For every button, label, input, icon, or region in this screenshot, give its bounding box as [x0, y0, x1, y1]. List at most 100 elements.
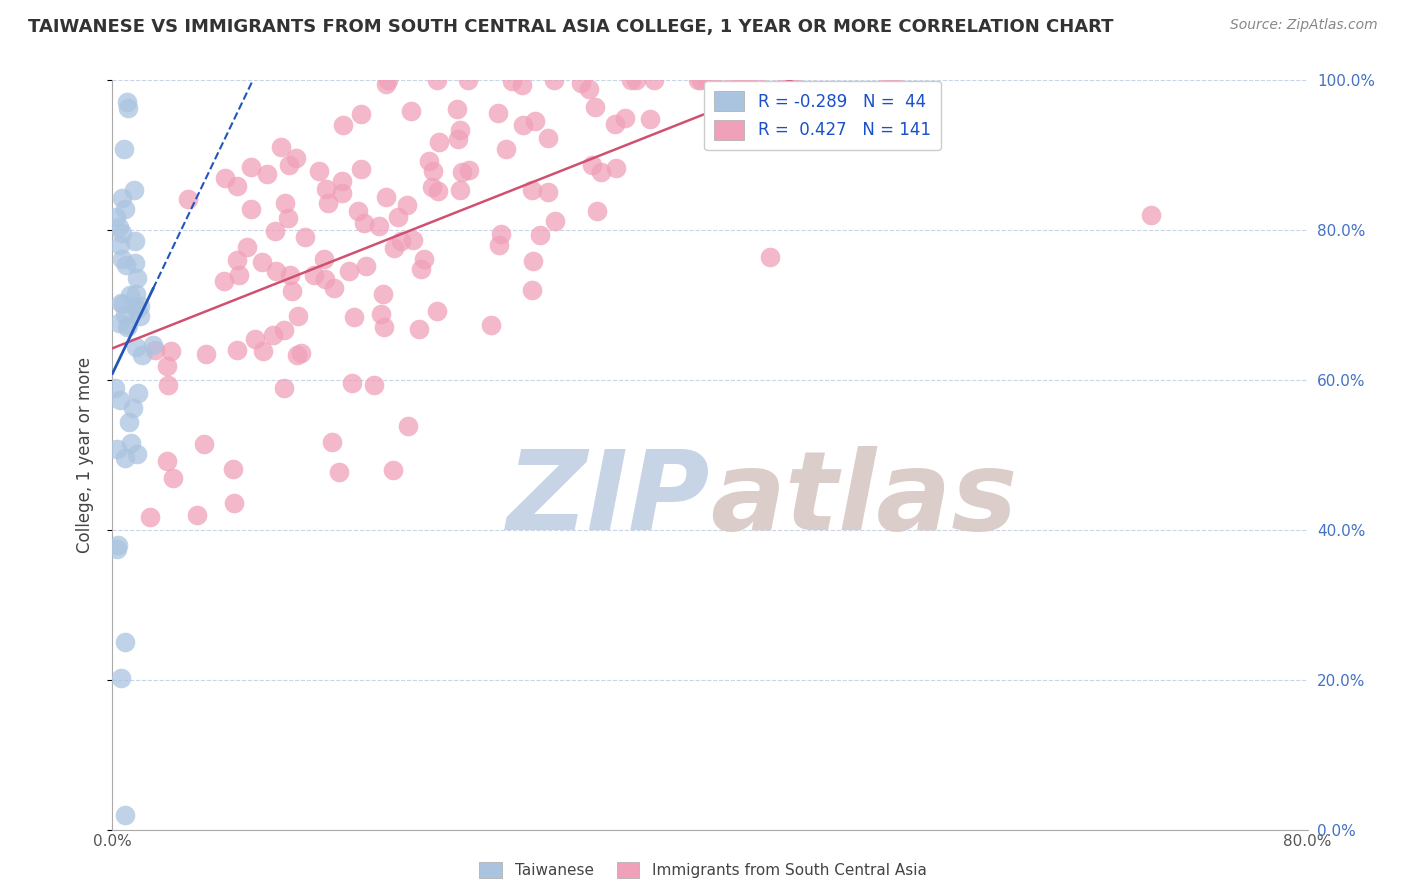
- Point: [316, 196, 339, 211]
- Point: [332, 119, 354, 133]
- Point: [264, 224, 287, 238]
- Point: [120, 435, 142, 450]
- Point: [108, 220, 131, 235]
- Point: [125, 340, 148, 354]
- Text: ZIP: ZIP: [506, 446, 710, 553]
- Point: [522, 183, 544, 197]
- Point: [489, 227, 512, 241]
- Point: [277, 211, 299, 226]
- Point: [273, 323, 295, 337]
- Point: [411, 261, 433, 276]
- Point: [759, 250, 782, 264]
- Point: [142, 338, 165, 352]
- Point: [449, 183, 471, 197]
- Point: [111, 297, 134, 311]
- Point: [728, 73, 751, 87]
- Point: [408, 322, 430, 336]
- Point: [225, 253, 247, 268]
- Point: [523, 114, 546, 128]
- Point: [273, 381, 295, 395]
- Point: [270, 140, 292, 154]
- Point: [418, 153, 440, 168]
- Point: [583, 100, 606, 114]
- Point: [114, 202, 136, 217]
- Point: [377, 73, 399, 87]
- Y-axis label: College, 1 year or more: College, 1 year or more: [76, 357, 94, 553]
- Point: [446, 102, 468, 116]
- Point: [278, 158, 301, 172]
- Point: [114, 451, 136, 466]
- Point: [114, 635, 136, 649]
- Point: [522, 254, 544, 268]
- Point: [544, 213, 567, 227]
- Point: [117, 318, 139, 332]
- Point: [240, 161, 263, 175]
- Point: [114, 807, 136, 822]
- Point: [193, 436, 215, 450]
- Point: [486, 106, 509, 120]
- Point: [256, 167, 278, 181]
- Point: [697, 73, 720, 87]
- Point: [387, 210, 409, 224]
- Point: [785, 102, 807, 116]
- Point: [139, 509, 162, 524]
- Point: [585, 204, 607, 219]
- Point: [382, 240, 405, 254]
- Point: [108, 392, 131, 407]
- Point: [626, 73, 648, 87]
- Point: [589, 165, 612, 179]
- Point: [125, 302, 148, 317]
- Point: [374, 190, 396, 204]
- Point: [479, 318, 502, 332]
- Point: [156, 359, 179, 373]
- Point: [110, 671, 132, 685]
- Point: [117, 319, 139, 334]
- Point: [447, 132, 470, 146]
- Point: [337, 264, 360, 278]
- Point: [745, 73, 768, 87]
- Point: [427, 185, 450, 199]
- Point: [520, 283, 543, 297]
- Point: [323, 281, 346, 295]
- Point: [426, 73, 449, 87]
- Point: [543, 73, 565, 87]
- Point: [312, 252, 335, 266]
- Point: [321, 434, 343, 449]
- Point: [156, 378, 179, 392]
- Point: [420, 179, 443, 194]
- Point: [537, 185, 560, 199]
- Point: [125, 287, 148, 301]
- Point: [214, 170, 236, 185]
- Point: [451, 164, 474, 178]
- Point: [294, 229, 316, 244]
- Point: [124, 300, 146, 314]
- Point: [571, 77, 593, 91]
- Text: TAIWANESE VS IMMIGRANTS FROM SOUTH CENTRAL ASIA COLLEGE, 1 YEAR OR MORE CORRELAT: TAIWANESE VS IMMIGRANTS FROM SOUTH CENTR…: [28, 18, 1114, 36]
- Point: [285, 348, 308, 362]
- Point: [131, 349, 153, 363]
- Point: [236, 240, 259, 254]
- Point: [226, 343, 249, 357]
- Point: [162, 471, 184, 485]
- Point: [110, 237, 132, 252]
- Point: [110, 295, 132, 310]
- Point: [638, 112, 661, 126]
- Point: [688, 73, 710, 87]
- Point: [396, 419, 419, 434]
- Point: [613, 111, 636, 125]
- Point: [278, 268, 301, 282]
- Point: [262, 328, 284, 343]
- Point: [721, 73, 744, 87]
- Point: [700, 73, 723, 87]
- Point: [537, 131, 560, 145]
- Point: [395, 198, 418, 212]
- Point: [501, 73, 523, 87]
- Point: [222, 496, 245, 510]
- Point: [160, 344, 183, 359]
- Point: [127, 271, 149, 285]
- Point: [115, 95, 138, 109]
- Point: [143, 343, 166, 357]
- Point: [177, 192, 200, 206]
- Point: [308, 164, 330, 178]
- Point: [343, 310, 366, 324]
